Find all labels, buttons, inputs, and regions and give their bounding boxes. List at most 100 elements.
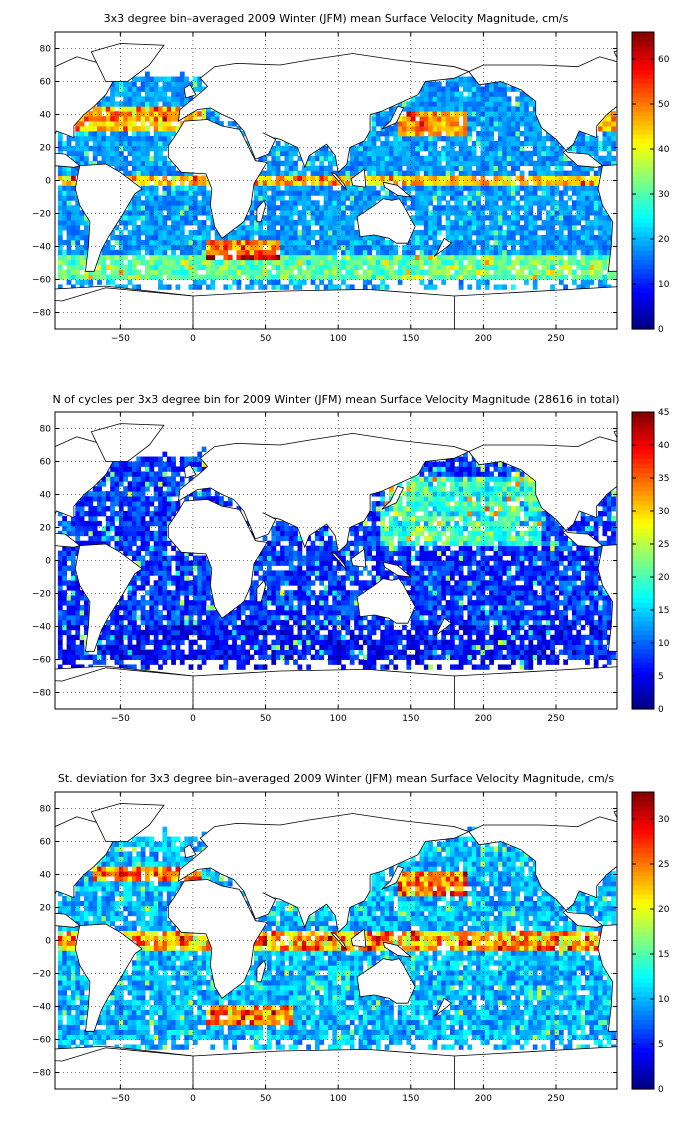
colorbar-tick-label: 10 (658, 280, 670, 290)
heatmap-cell (563, 239, 569, 246)
heatmap-cell (380, 150, 386, 157)
heatmap-cell (380, 279, 386, 285)
heatmap-cell (210, 639, 216, 646)
heatmap-cell (162, 230, 168, 236)
heatmap-cell (389, 175, 394, 181)
heatmap-cell (541, 220, 547, 226)
heatmap-cell (489, 101, 494, 107)
heatmap-cell (380, 639, 386, 646)
heatmap-cell (323, 644, 329, 650)
heatmap-cell (153, 140, 159, 147)
heatmap-cell (593, 649, 599, 655)
heatmap-cell (145, 81, 150, 87)
heatmap-cell (262, 215, 268, 221)
heatmap-cell (497, 135, 503, 142)
heatmap-cell (380, 619, 386, 626)
heatmap-cell (467, 190, 473, 196)
heatmap-cell (336, 190, 342, 196)
heatmap-cell (550, 220, 555, 226)
heatmap-cell (192, 274, 198, 280)
heatmap-cell (506, 101, 512, 107)
heatmap-cell (227, 239, 233, 246)
heatmap-cell (397, 160, 403, 167)
heatmap-cell (550, 614, 555, 621)
heatmap-cell (267, 195, 272, 201)
heatmap-cell (101, 126, 107, 132)
heatmap-cell (463, 210, 468, 216)
heatmap-cell (571, 230, 577, 236)
heatmap-cell (458, 279, 464, 285)
heatmap-cell (580, 634, 586, 641)
heatmap-cell (123, 654, 129, 660)
heatmap-cell (602, 259, 608, 266)
heatmap-cell (537, 200, 542, 206)
heatmap-cell (367, 664, 372, 670)
heatmap-cell (219, 121, 224, 127)
heatmap-cell (436, 180, 442, 186)
heatmap-cell (454, 269, 460, 275)
heatmap-cell (528, 239, 534, 246)
heatmap-cell (319, 624, 325, 631)
heatmap-cell (598, 145, 603, 152)
heatmap-cell (66, 659, 72, 665)
heatmap-cell (114, 111, 120, 117)
heatmap-cell (145, 264, 150, 270)
heatmap-cell (441, 190, 447, 196)
heatmap-cell (153, 225, 159, 231)
heatmap-cell (267, 200, 272, 206)
heatmap-cell (602, 116, 608, 122)
heatmap-cell (467, 155, 473, 162)
heatmap-cell (493, 170, 499, 176)
heatmap-cell (179, 185, 185, 191)
heatmap-cell (563, 264, 569, 270)
heatmap-cell (267, 239, 272, 246)
heatmap-cell (415, 205, 420, 211)
heatmap-cell (149, 269, 155, 275)
heatmap-cell (258, 619, 264, 626)
heatmap-cell (497, 111, 503, 117)
heatmap-cell (419, 131, 425, 137)
heatmap-cell (515, 111, 521, 117)
heatmap-cell (262, 619, 268, 626)
heatmap-cell (493, 165, 499, 171)
heatmap-cell (192, 190, 198, 196)
heatmap-cell (467, 165, 473, 171)
heatmap-cell (210, 614, 216, 621)
heatmap-cell (585, 165, 590, 171)
heatmap-cell (328, 610, 333, 616)
heatmap-cell (593, 639, 599, 646)
heatmap-cell (497, 185, 503, 191)
heatmap-cell (118, 614, 124, 621)
heatmap-cell (153, 215, 159, 221)
heatmap-cell (458, 135, 464, 142)
heatmap-cell (406, 101, 412, 107)
heatmap-cell (332, 259, 338, 266)
heatmap-cell (419, 249, 425, 256)
heatmap-cell (284, 264, 290, 270)
heatmap-cell (319, 644, 325, 650)
heatmap-cell (502, 269, 508, 275)
heatmap-cell (545, 234, 551, 241)
heatmap-cell (349, 254, 355, 261)
heatmap-cell (419, 634, 425, 641)
heatmap-cell (206, 610, 211, 616)
heatmap-cell (123, 614, 129, 621)
heatmap-cell (354, 239, 359, 246)
heatmap-cell (406, 175, 412, 181)
heatmap-cell (406, 140, 412, 147)
heatmap-cell (179, 210, 185, 216)
heatmap-cell (284, 605, 290, 611)
heatmap-cell (545, 659, 551, 665)
heatmap-cell (458, 230, 464, 236)
heatmap-cell (497, 654, 503, 660)
heatmap-cell (197, 629, 203, 636)
heatmap-cell (249, 220, 255, 226)
heatmap-cell (380, 644, 386, 650)
heatmap-cell (288, 654, 294, 660)
heatmap-cell (380, 140, 386, 147)
heatmap-cell (554, 175, 560, 181)
heatmap-cell (384, 160, 390, 167)
heatmap-cell (358, 200, 364, 206)
heatmap-cell (471, 649, 477, 655)
heatmap-cell (206, 624, 211, 631)
